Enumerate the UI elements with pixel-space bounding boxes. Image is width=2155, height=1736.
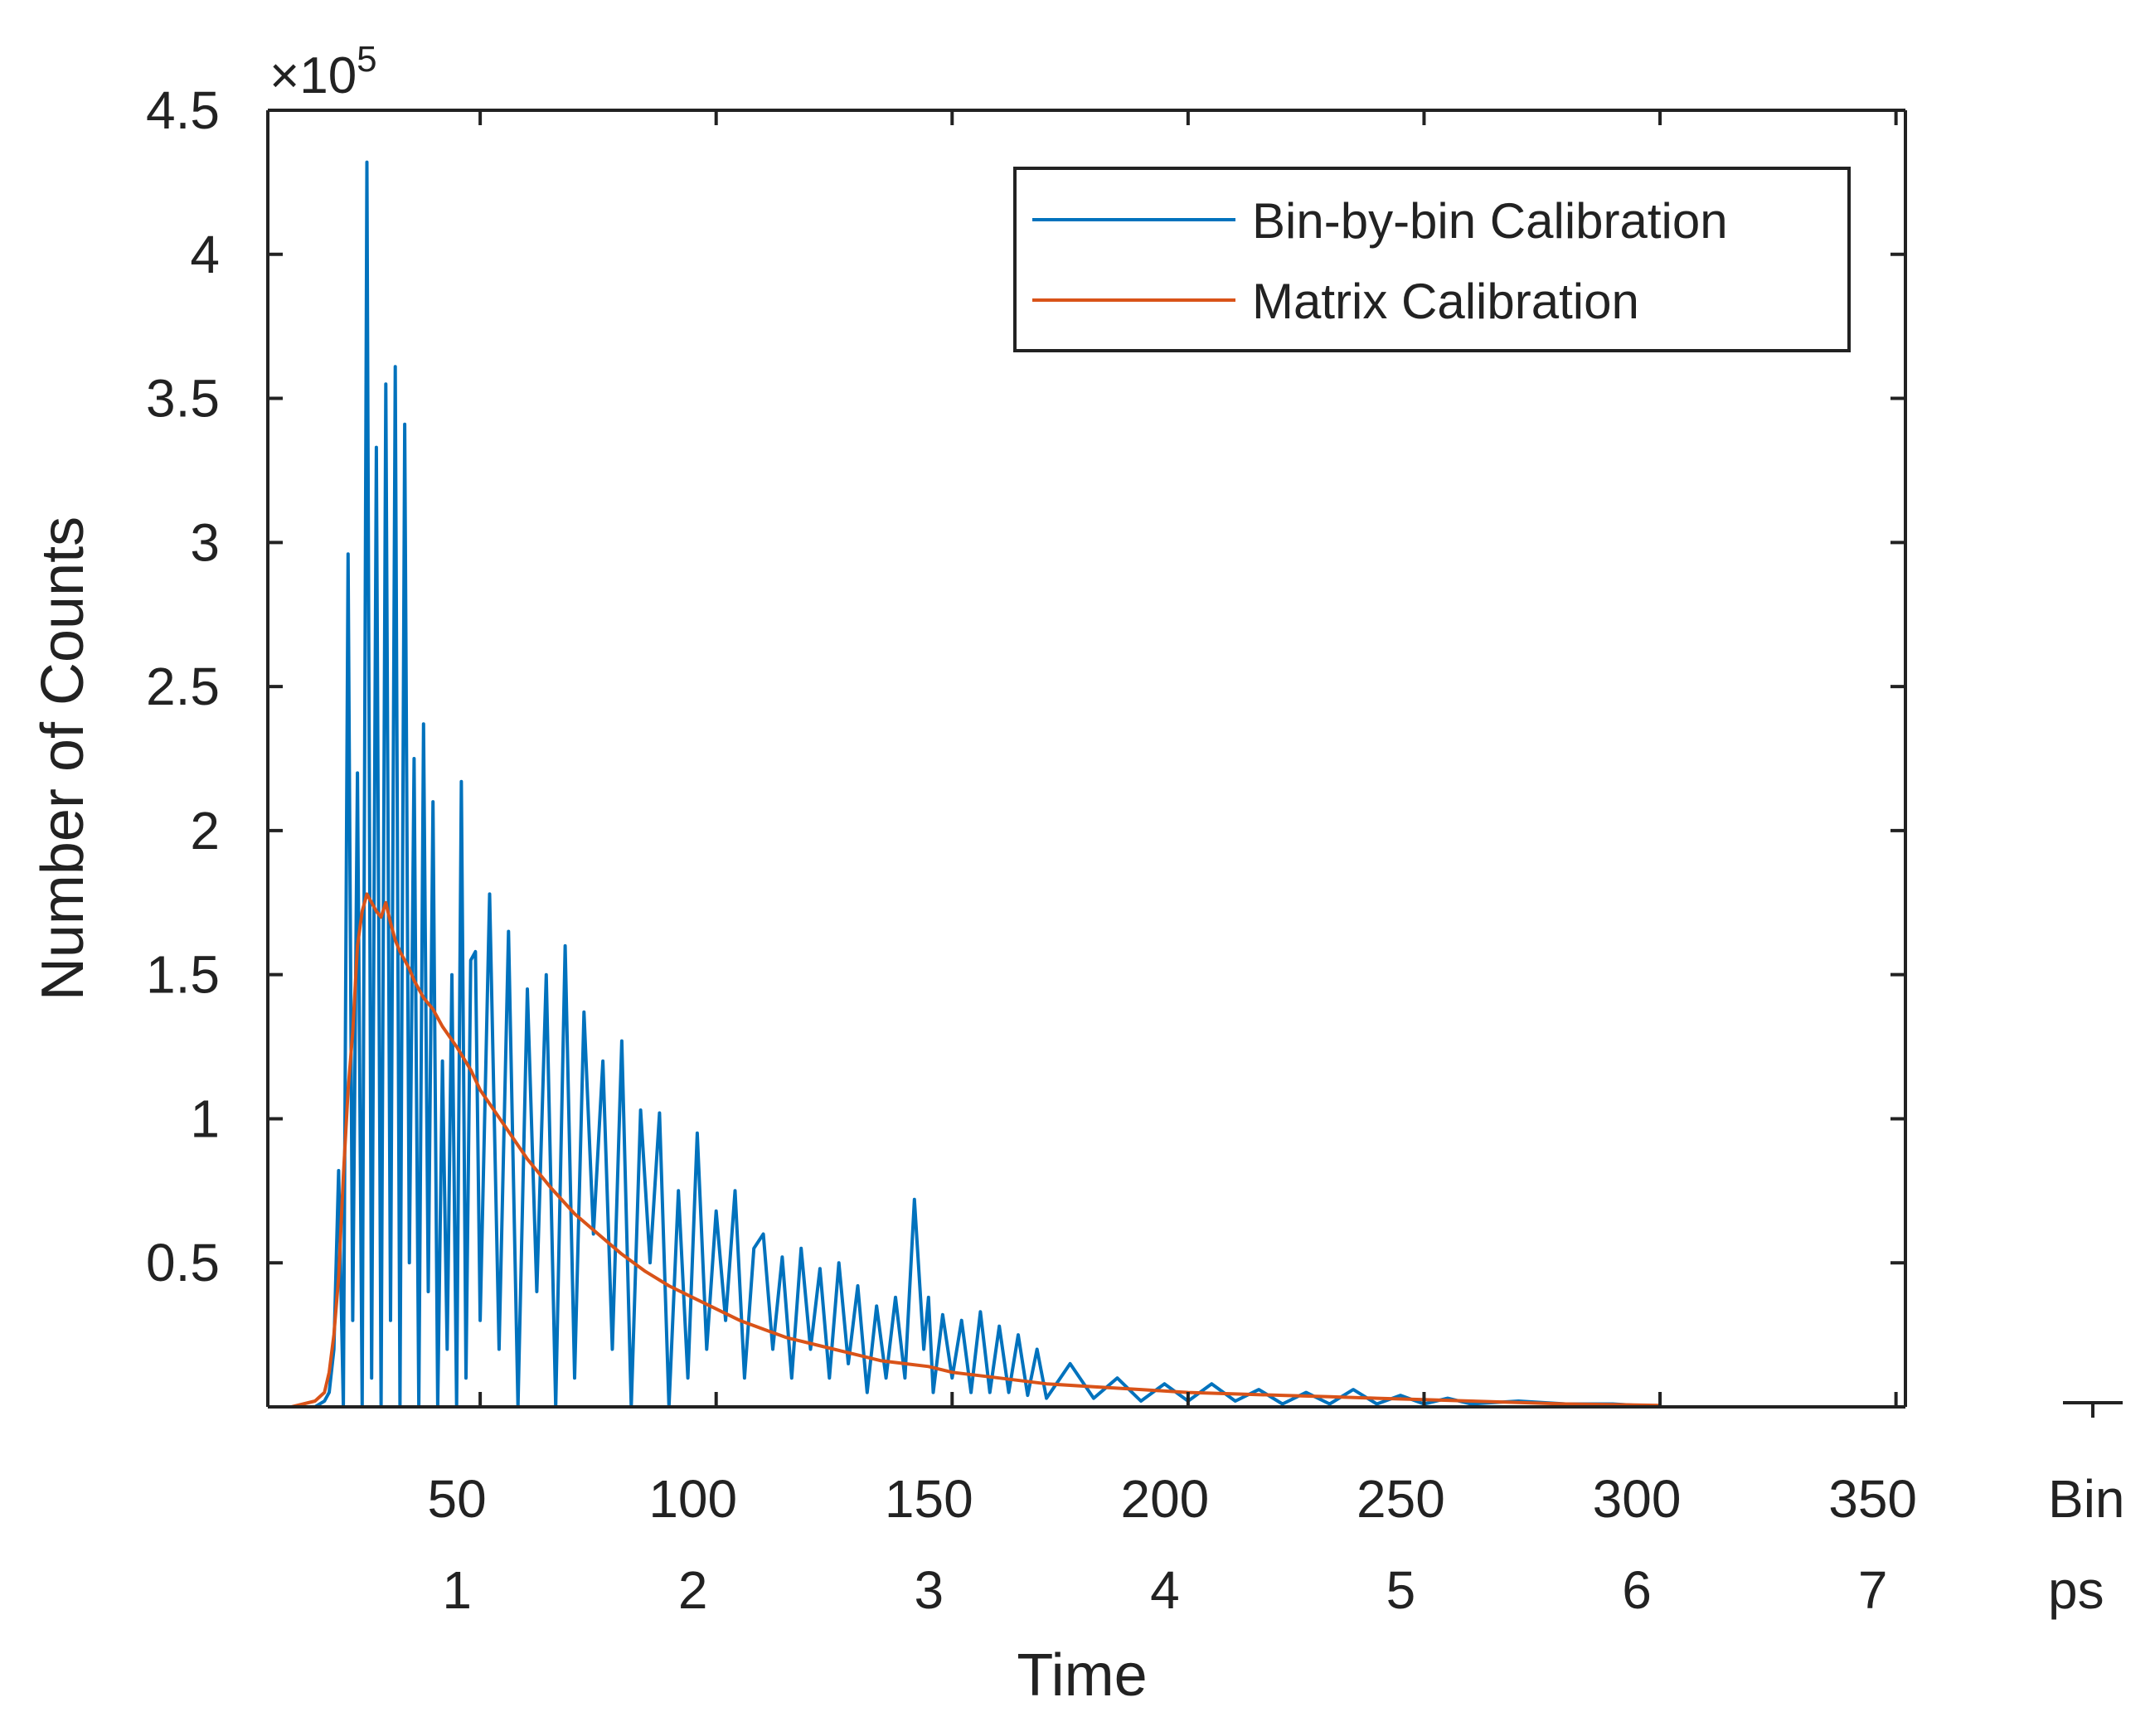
y-tick-label: 2.5 xyxy=(146,657,220,716)
x-ps-unit-label: ps xyxy=(2048,1560,2104,1620)
x-ps-tick-label: 2 xyxy=(678,1560,708,1620)
legend-entry-matrix: Matrix Calibration xyxy=(1252,274,1639,329)
data-layer xyxy=(268,160,1661,1409)
x-bin-tick-label: 150 xyxy=(885,1469,973,1529)
ticks-layer: 50 1 100 2 150 3 200 4 250 5 300 6 350 7 0.5 1 1.5 2 2.5 3 3… xyxy=(146,80,1917,1620)
y-tick-label: 0.5 xyxy=(146,1233,220,1292)
x-bin-tick-label: 100 xyxy=(648,1469,737,1529)
x-ps-tick-label: 5 xyxy=(1386,1560,1416,1620)
y-tick-label: 3.5 xyxy=(146,369,220,429)
series-bin-by-bin-line xyxy=(268,160,1661,1409)
legend: Bin-by-bin Calibration Matrix Calibratio… xyxy=(1013,167,1851,352)
y-tick-label: 4 xyxy=(190,225,220,284)
y-tick-label: 1.5 xyxy=(146,945,220,1005)
y-tick-label: 1 xyxy=(190,1089,220,1148)
x-ps-tick-label: 4 xyxy=(1150,1560,1180,1620)
x-bin-unit-label: Bin xyxy=(2048,1469,2125,1529)
legend-box xyxy=(1013,167,1851,352)
y-exponent-label: ×105 xyxy=(269,39,377,104)
x-ps-tick-label: 1 xyxy=(442,1560,472,1620)
y-exponent-power: 5 xyxy=(357,39,376,80)
x-ps-tick-label: 7 xyxy=(1858,1560,1888,1620)
x-bin-tick-label: 350 xyxy=(1828,1469,1917,1529)
x-ps-tick-label: 3 xyxy=(914,1560,944,1620)
x-ps-tick-label: 6 xyxy=(1622,1560,1652,1620)
x-bin-tick-label: 250 xyxy=(1357,1469,1445,1529)
x-bin-tick-label: 200 xyxy=(1120,1469,1209,1529)
y-exponent-base: ×10 xyxy=(269,47,357,104)
series-matrix-line xyxy=(268,892,1661,1409)
x-bin-tick-label: 300 xyxy=(1593,1469,1682,1529)
y-tick-label: 3 xyxy=(190,512,220,572)
y-tick-label: 2 xyxy=(190,801,220,861)
legend-entry-bin-by-bin: Bin-by-bin Calibration xyxy=(1252,193,1728,249)
y-axis-label: Number of Counts xyxy=(30,516,96,1001)
y-tick-label: 4.5 xyxy=(146,80,220,140)
x-bin-tick-label: 50 xyxy=(428,1469,487,1529)
x-axis-label: Time xyxy=(1017,1642,1147,1709)
